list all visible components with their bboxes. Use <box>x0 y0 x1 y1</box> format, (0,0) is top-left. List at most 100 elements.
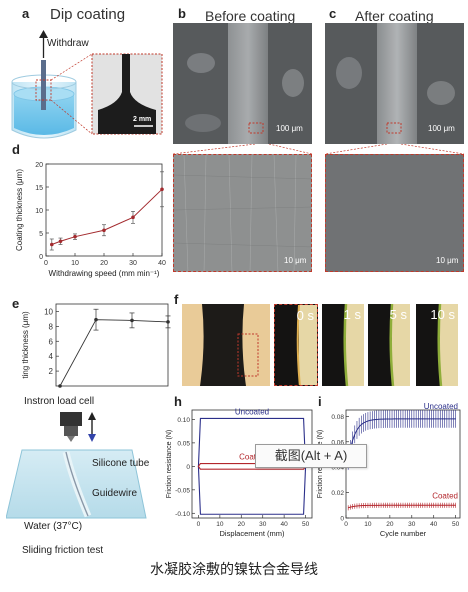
panel-c-title: After coating <box>355 8 434 24</box>
series-line <box>348 504 456 509</box>
y-tick-label: 5 <box>39 231 43 238</box>
data-point <box>58 239 63 244</box>
y-tick-label: 0 <box>186 464 190 471</box>
y-tick-label: 0.06 <box>331 439 344 446</box>
y-tick-label: 0.10 <box>177 417 190 424</box>
panel-letter-f: f <box>174 292 179 307</box>
panel-letter-c: c <box>329 6 337 21</box>
load-cell-label: Instron load cell <box>24 396 95 407</box>
x-tick-label: 20 <box>386 521 394 528</box>
data-point <box>102 228 106 233</box>
x-tick-label: 10 <box>71 260 79 267</box>
frame-time-label: 10 s <box>430 307 455 322</box>
x-tick-label: 0 <box>44 260 48 267</box>
x-axis-label: Withdrawing speed (mm min⁻¹) <box>49 269 160 278</box>
panel-a-title: Dip coating <box>50 6 126 23</box>
friction-test-schematic <box>6 412 147 519</box>
sem-after-overview <box>325 23 464 144</box>
series-line <box>347 418 456 461</box>
y-tick-label: 0 <box>340 516 344 523</box>
y-tick-label: 15 <box>35 185 43 192</box>
screenshot-tooltip: 截图(Alt + A) <box>255 444 367 468</box>
chart-h: -0.10 -0.05 0 0.05 0.10 0 10 20 30 40 50 Displaceme… <box>166 407 313 538</box>
data-point <box>94 317 98 322</box>
silicone-tube-label: Silicone tube <box>92 458 150 469</box>
y-tick-label: 10 <box>35 208 43 215</box>
panel-a-scale: 2 mm <box>133 116 152 123</box>
series-label: Uncoated <box>424 402 458 411</box>
dip-coating-illustration <box>11 30 163 139</box>
y-axis-label: ting thickness (μm) <box>21 311 30 379</box>
data-point <box>58 384 62 388</box>
data-point <box>50 242 54 247</box>
series-label: Uncoated <box>235 407 269 416</box>
data-point <box>73 234 77 239</box>
y-tick-label: -0.10 <box>175 511 190 518</box>
y-tick-label: 10 <box>44 307 53 316</box>
panel-letter-e: e <box>12 296 20 311</box>
series-label: Coated <box>239 453 265 462</box>
panel-letter-h: h <box>174 394 182 409</box>
panel-b-scale-bottom: 10 μm <box>284 256 307 265</box>
chart-d: 0 5 10 15 20 0 10 20 30 40 Withdrawing speed (mm m… <box>15 162 166 278</box>
frame-2: 5 s <box>368 304 410 386</box>
sliding-test-caption: Sliding friction test <box>22 545 104 556</box>
x-tick-label: 50 <box>452 521 460 528</box>
x-tick-label: 20 <box>100 260 108 267</box>
data-line <box>59 319 169 387</box>
withdraw-label: Withdraw <box>47 38 89 49</box>
plot-frame <box>55 303 169 387</box>
x-tick-label: 30 <box>408 521 416 528</box>
y-tick-label: 2 <box>49 367 54 376</box>
frame-3: 10 s <box>416 304 458 386</box>
x-tick-label: 40 <box>430 521 438 528</box>
x-tick-label: 20 <box>238 521 246 528</box>
panel-c-scale-top: 100 μm <box>428 124 455 133</box>
y-tick-label: -0.05 <box>175 487 190 494</box>
panel-b-scale-top: 100 μm <box>276 124 303 133</box>
y-tick-label: 0.04 <box>331 465 344 472</box>
frame-1: 1 s <box>322 304 364 386</box>
panel-letter-b: b <box>178 6 186 21</box>
data-line <box>51 188 163 245</box>
x-tick-label: 0 <box>197 521 201 528</box>
y-tick-label: 0.08 <box>331 414 344 421</box>
y-axis-label: Friction resistance (N) <box>166 430 173 498</box>
y-axis-label: Coating thickness (μm) <box>15 169 24 251</box>
frame-time-label: 5 s <box>389 307 407 322</box>
sem-after-zoom <box>325 154 464 272</box>
panel-letter-a: a <box>22 6 30 21</box>
guidewire-label: Guidewire <box>92 488 138 499</box>
x-tick-label: 50 <box>302 521 310 528</box>
x-tick-label: 30 <box>129 260 137 267</box>
plot-frame <box>45 163 163 257</box>
x-tick-label: 30 <box>259 521 267 528</box>
panel-letter-d: d <box>12 142 20 157</box>
data-point <box>131 215 135 220</box>
data-point <box>130 318 134 323</box>
frame-time-label: 0 s <box>296 308 314 323</box>
water-label: Water (37°C) <box>24 521 83 532</box>
data-point <box>160 187 164 192</box>
x-axis-label: Displacement (mm) <box>219 529 285 538</box>
figure-caption: 水凝胶涂敷的镍钛合金导线 <box>150 562 318 578</box>
x-tick-label: 40 <box>158 260 166 267</box>
sem-before-zoom <box>173 154 312 272</box>
chart-i: 0 0.02 0.04 0.06 0.08 0 10 20 30 40 50 Cycle number… <box>317 402 461 538</box>
y-tick-label: 8 <box>49 322 54 331</box>
data-point <box>166 320 170 324</box>
panel-b-title: Before coating <box>205 8 296 24</box>
x-tick-label: 40 <box>281 521 289 528</box>
sem-before-overview <box>173 23 312 144</box>
zoom-lines-b <box>173 144 312 154</box>
y-tick-label: 6 <box>49 337 54 346</box>
y-tick-label: 0 <box>39 254 43 261</box>
frame-time-label: 1 s <box>343 307 361 322</box>
y-tick-label: 4 <box>49 352 54 361</box>
zoom-lines-c <box>325 144 464 154</box>
series-label: Coated <box>432 491 458 500</box>
x-tick-label: 10 <box>216 521 224 528</box>
chart-e: 2 4 6 8 10 ting thickness (μm) <box>21 303 171 388</box>
wire-photo <box>182 304 270 386</box>
frame-0: 0 s <box>274 304 318 386</box>
